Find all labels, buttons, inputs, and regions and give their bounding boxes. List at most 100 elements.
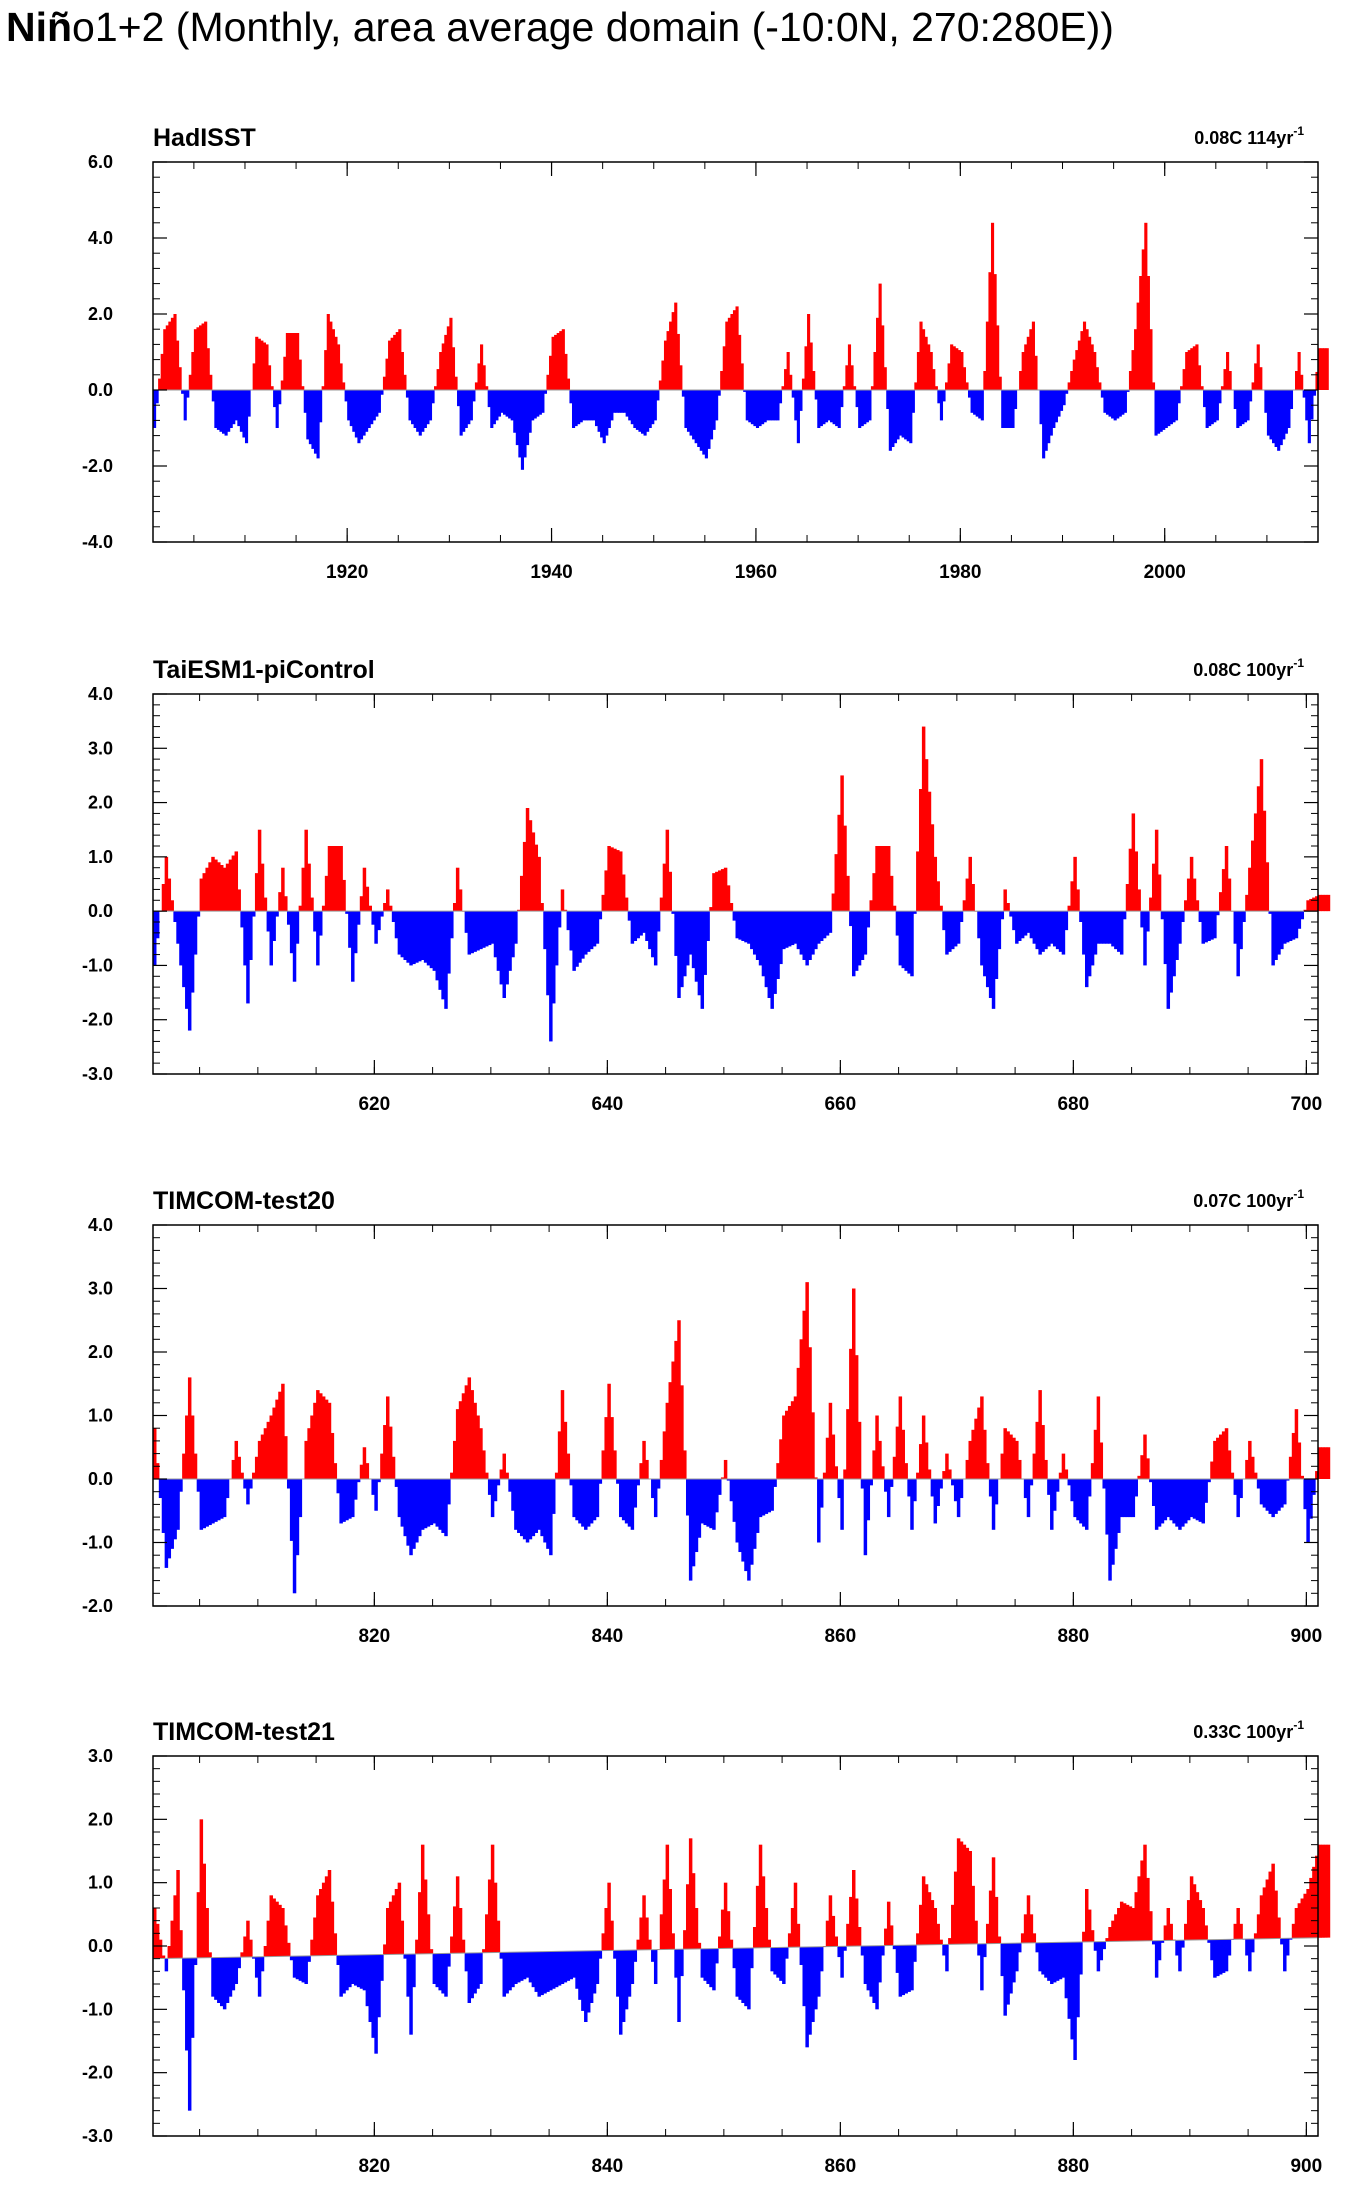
positive-bar — [237, 889, 241, 912]
negative-bar — [428, 390, 433, 421]
positive-bar — [1227, 878, 1232, 912]
positive-bar — [727, 317, 731, 390]
positive-bar — [1143, 1434, 1147, 1479]
positive-bar — [1186, 878, 1191, 912]
negative-bar — [214, 1479, 218, 1522]
negative-bar — [1000, 1943, 1005, 1977]
positive-bar — [436, 369, 440, 390]
negative-bar — [244, 390, 249, 444]
positive-bar — [1201, 1908, 1205, 1940]
negative-bar — [487, 1479, 492, 1495]
negative-bar — [339, 1479, 343, 1524]
positive-bar — [852, 1870, 856, 1947]
positive-bar — [473, 1402, 477, 1479]
positive-bar — [697, 1942, 702, 1949]
negative-bar — [702, 390, 706, 455]
negative-bar — [304, 1955, 308, 1984]
positive-bar — [549, 355, 553, 390]
negative-bar — [633, 1479, 638, 1508]
positive-bar — [458, 1908, 463, 1954]
negative-bar — [904, 1945, 908, 1994]
positive-bar — [185, 1415, 189, 1479]
positive-bar — [945, 382, 949, 390]
positive-bar — [321, 386, 325, 390]
x-tick-label: 820 — [358, 1626, 390, 1647]
negative-bar — [825, 911, 830, 936]
positive-bar — [825, 1920, 830, 1947]
negative-bar — [499, 1952, 504, 1959]
positive-bar — [610, 847, 614, 912]
negative-bar — [349, 390, 353, 427]
negative-bar — [549, 911, 553, 1042]
positive-bar — [804, 346, 808, 390]
y-tick-label: -3.0 — [82, 1064, 113, 1084]
positive-bar — [916, 1933, 920, 1945]
negative-bar — [411, 390, 415, 425]
negative-bar — [1099, 911, 1104, 944]
negative-bar — [896, 390, 900, 440]
negative-bar — [487, 390, 491, 408]
negative-bar — [319, 911, 323, 936]
negative-bar — [1070, 1479, 1074, 1502]
positive-bar — [665, 1402, 670, 1479]
y-tick-label: 2.0 — [88, 1809, 113, 1829]
positive-bar — [1105, 1938, 1109, 1942]
negative-bar — [726, 1479, 731, 1481]
positive-bar — [878, 846, 882, 912]
negative-bar — [899, 390, 903, 436]
positive-bar — [962, 900, 967, 912]
negative-bar — [607, 390, 611, 428]
y-tick-label: 3.0 — [88, 1746, 113, 1766]
positive-bar — [968, 1440, 972, 1479]
negative-bar — [1123, 390, 1127, 413]
positive-bar — [1114, 1914, 1118, 1942]
negative-bar — [557, 911, 562, 928]
positive-bar — [1220, 386, 1225, 390]
negative-bar — [945, 911, 949, 955]
positive-bar — [740, 363, 744, 390]
negative-bar — [1061, 1942, 1066, 1978]
positive-bar — [659, 897, 664, 912]
negative-bar — [779, 1947, 783, 1981]
negative-bar — [1012, 1943, 1016, 1983]
negative-bar — [1108, 911, 1112, 944]
positive-bar — [231, 1459, 236, 1479]
negative-bar — [1284, 390, 1288, 434]
negative-bar — [643, 390, 647, 436]
negative-bar — [1026, 1479, 1031, 1518]
negative-bar — [1100, 390, 1104, 398]
positive-bar — [732, 310, 737, 390]
positive-bar — [522, 841, 527, 912]
negative-bar — [1166, 1479, 1171, 1518]
negative-bar — [686, 390, 691, 432]
positive-bar — [846, 875, 850, 912]
negative-bar — [243, 911, 247, 966]
positive-bar — [971, 884, 975, 912]
negative-bar — [1271, 911, 1275, 966]
positive-bar — [1154, 829, 1159, 912]
negative-bar — [164, 1479, 169, 1568]
negative-bar — [225, 1957, 230, 2003]
negative-bar — [773, 390, 777, 421]
negative-bar — [540, 1479, 544, 1537]
negative-bar — [904, 390, 908, 440]
negative-bar — [1050, 911, 1054, 944]
negative-bar — [469, 390, 473, 421]
negative-bar — [517, 1479, 521, 1533]
negative-bar — [653, 1949, 658, 1984]
x-tick-label: 840 — [591, 1626, 623, 1647]
negative-bar — [409, 911, 413, 966]
negative-bar — [939, 1479, 943, 1489]
trend-label: 0.08C 100yr-1 — [1193, 656, 1304, 680]
negative-bar — [1096, 1941, 1101, 1972]
positive-bar — [528, 820, 533, 912]
negative-bar — [275, 911, 279, 917]
positive-bar — [715, 871, 719, 912]
positive-bar — [663, 340, 668, 390]
negative-bar — [208, 1479, 212, 1526]
negative-bar — [1093, 911, 1098, 955]
negative-bar — [582, 390, 586, 421]
negative-bar — [610, 390, 614, 421]
positive-bar — [423, 1879, 428, 1954]
